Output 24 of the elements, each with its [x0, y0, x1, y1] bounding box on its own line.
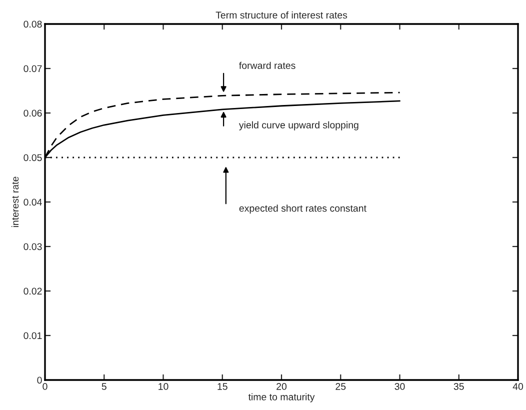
x-tick-label: 20 — [276, 383, 287, 390]
x-tick-label: 0 — [42, 383, 48, 390]
y-tick-label: 0.06 — [24, 110, 42, 117]
y-tick-label: 0.04 — [24, 198, 42, 206]
y-tick-label: 0.07 — [24, 65, 42, 72]
x-tick-label: 30 — [394, 383, 405, 390]
y-tick-label: 0.02 — [24, 288, 42, 295]
x-tick-label: 10 — [158, 383, 168, 390]
annotation: yield curve upward slopping — [238, 121, 358, 130]
y-tick-label: 0.03 — [24, 243, 42, 250]
annotation: expected short rates constant — [239, 204, 366, 214]
x-tick-label: 35 — [454, 383, 464, 390]
annotation: forward rates — [239, 62, 296, 69]
x-tick-label: 15 — [218, 383, 228, 390]
x-tick-label: 25 — [336, 383, 346, 390]
y-axis-title: interest rate — [11, 176, 19, 228]
x-tick-label: 40 — [512, 383, 524, 390]
x-tick-label: 5 — [102, 383, 106, 390]
chart-title: Term structure of interest rates — [216, 11, 348, 19]
y-tick-label: 0 — [37, 376, 42, 384]
y-tick-label: 0.05 — [24, 154, 42, 162]
x-axis-title: time to maturity — [248, 393, 315, 402]
y-tick-label: 0.08 — [24, 20, 42, 28]
y-tick-label: 0.01 — [24, 332, 42, 340]
